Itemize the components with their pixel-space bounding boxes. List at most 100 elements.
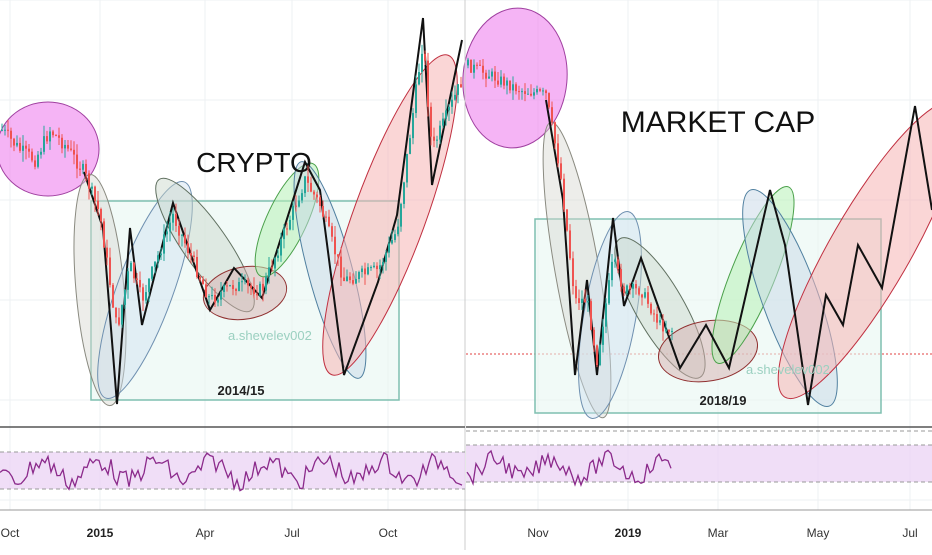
candle-body [545,90,547,94]
candle-body [100,209,102,222]
candle-body [274,257,276,269]
candle-body [10,130,12,139]
candle-body [91,186,93,189]
candle-body [283,228,285,240]
candle-body [587,301,589,303]
candle-body [301,193,303,201]
candle-body [421,53,423,73]
candle-body [656,314,658,323]
candle-body [533,92,535,96]
candle-body [605,303,607,327]
candle-body [572,258,574,287]
candle-body [85,163,87,174]
candle-body [181,234,183,236]
candle-body [97,200,99,210]
candle-body [40,151,42,155]
candle-body [217,299,219,303]
candle-body [349,276,351,281]
x-tick-label: Apr [196,526,215,540]
candle-body [280,239,282,256]
candle-body [424,53,426,61]
candle-body [322,205,324,217]
candle-body [376,265,378,270]
candle-body [130,262,132,272]
candle-body [208,296,210,298]
candle-body [355,279,357,284]
candle-body [94,186,96,201]
candle-body [430,106,432,137]
candle-body [61,137,63,149]
candle-body [178,225,180,236]
candle-body [614,259,616,262]
candle-body [373,265,375,268]
candle-body [169,222,171,232]
candle-body [364,268,366,275]
candle-body [485,72,487,79]
candle-body [385,252,387,262]
candle-body [70,148,72,150]
candle-body [256,293,258,296]
candle-body [31,151,33,161]
candle-body [442,118,444,126]
candle-body [136,278,138,280]
candle-body [235,289,237,291]
x-tick-label: Jul [902,526,917,540]
candle-body [626,285,628,294]
candle-body [7,129,9,131]
candle-body [232,285,234,290]
candle-body [569,230,571,259]
candle-body [340,256,342,278]
candle-body [154,261,156,267]
candle-body [554,122,556,144]
right-title: MARKET CAP [621,106,816,139]
candle-body [488,76,490,79]
x-axis-ticks: Oct 2015 Apr Jul Oct Nov 2019 Mar May Jul [1,526,918,540]
candle-body [509,80,511,91]
right-range-label: 2018/19 [700,393,747,408]
candle-body [127,271,129,290]
candle-body [427,60,429,107]
left-watermark: a.shevelev002 [228,328,312,343]
candle-body [412,113,414,139]
candle-body [22,145,24,151]
candle-body [451,99,453,107]
candle-body [241,281,243,283]
right-ellipse-2 [578,210,642,420]
x-tick-label: 2019 [615,526,642,540]
candle-body [304,176,306,194]
candle-body [49,131,51,142]
right-watermark: a.shevelev002 [746,362,830,377]
candle-body [388,243,390,253]
candle-body [476,64,478,66]
candle-body [584,298,586,303]
candle-body [596,345,598,366]
candle-body [491,71,493,77]
candle-body [214,295,216,303]
candle-body [536,89,538,93]
candle-body [611,261,613,281]
candle-body [142,287,144,301]
candle-body [370,267,372,269]
candle-body [397,226,399,235]
candle-body [644,292,646,298]
right-rsi-band [466,445,932,482]
candle-body [650,303,652,314]
left-ellipse-7 [322,54,458,376]
x-tick-label: 2015 [87,526,114,540]
candle-body [659,320,661,323]
candle-body [202,279,204,285]
candle-body [358,272,360,280]
candle-body [400,203,402,227]
candle-body [145,292,147,301]
candle-body [653,313,655,315]
candle-body [307,176,309,183]
candle-body [52,131,54,136]
candle-body [418,72,420,85]
candle-body [187,243,189,253]
candle-body [647,292,649,304]
candle-body [205,284,207,298]
candle-body [539,89,541,91]
candle-body [13,138,15,146]
candle-body [593,329,595,346]
